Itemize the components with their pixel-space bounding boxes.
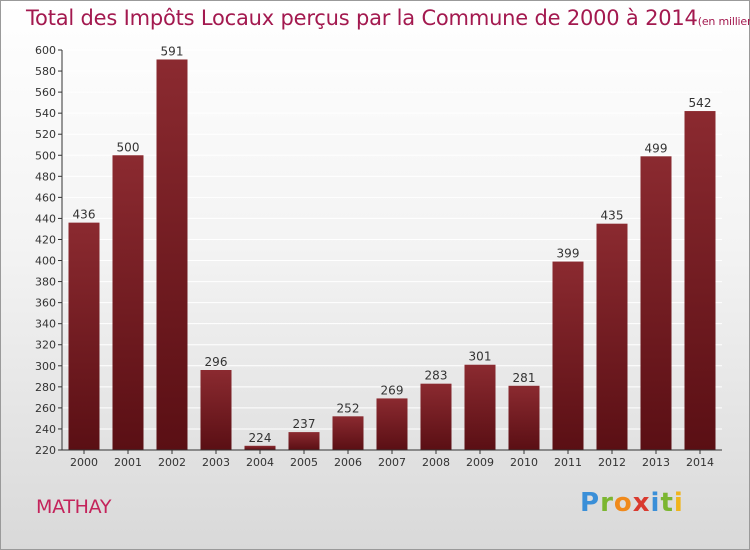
- labels: 220 240 260 280 300 320 340 360 380 400 420 440 460 4…: [35, 44, 714, 469]
- y-tick-label: 260: [35, 402, 56, 415]
- y-tick-label: 300: [35, 360, 56, 373]
- y-tick-label: 420: [35, 233, 56, 246]
- x-tick-label: 2000: [70, 456, 98, 469]
- bar-2011: [552, 261, 584, 450]
- logo-letter: r: [600, 488, 614, 518]
- x-tick-label: 2005: [290, 456, 318, 469]
- x-tick-label: 2001: [114, 456, 142, 469]
- logo-letter: t: [660, 488, 674, 518]
- data-label: 296: [205, 355, 228, 369]
- logo-letter: i: [650, 488, 661, 518]
- logo-letter: P: [580, 488, 601, 518]
- data-label: 435: [601, 209, 624, 223]
- y-tick-label: 220: [35, 444, 56, 457]
- bar-2007: [376, 398, 408, 450]
- y-tick-label: 500: [35, 149, 56, 162]
- bar-2008: [420, 383, 452, 450]
- chart-title-unit: (en milliers d'€): [697, 15, 750, 28]
- proxiti-logo: Proxiti: [580, 488, 684, 518]
- y-tick-label: 240: [35, 423, 56, 436]
- data-label: 301: [469, 350, 492, 364]
- y-tick-label: 580: [35, 65, 56, 78]
- y-tick-label: 480: [35, 170, 56, 183]
- x-tick-label: 2007: [378, 456, 406, 469]
- x-tick-label: 2002: [158, 456, 186, 469]
- data-label: 269: [381, 383, 404, 397]
- bar-2000: [68, 222, 100, 450]
- data-label: 500: [117, 140, 140, 154]
- bar-2014: [684, 111, 716, 450]
- y-tick-label: 600: [35, 44, 56, 57]
- bars: [68, 59, 716, 450]
- data-label: 252: [337, 401, 360, 415]
- bar-2009: [464, 364, 496, 450]
- logo-letter: o: [613, 488, 633, 518]
- bar-2006: [332, 416, 364, 450]
- y-tick-label: 400: [35, 255, 56, 268]
- data-label: 224: [249, 431, 272, 445]
- bar-2005: [288, 432, 320, 450]
- data-label: 591: [161, 44, 184, 58]
- data-label: 499: [645, 141, 668, 155]
- x-tick-label: 2010: [510, 456, 538, 469]
- data-label: 399: [557, 247, 580, 261]
- x-tick-label: 2012: [598, 456, 626, 469]
- bar-2002: [156, 59, 188, 450]
- y-tick-label: 360: [35, 297, 56, 310]
- chart-title: Total des Impôts Locaux perçus par la Co…: [26, 6, 750, 30]
- axes: [58, 49, 722, 454]
- bar-2001: [112, 155, 144, 450]
- commune-name: MATHAY: [36, 496, 112, 518]
- logo-letter: x: [632, 488, 651, 518]
- y-tick-label: 520: [35, 128, 56, 141]
- data-label: 281: [513, 371, 536, 385]
- x-tick-label: 2006: [334, 456, 362, 469]
- bar-2012: [596, 223, 628, 450]
- bar-2010: [508, 385, 540, 450]
- bar-2004: [244, 445, 276, 450]
- y-tick-label: 380: [35, 276, 56, 289]
- y-tick-label: 280: [35, 381, 56, 394]
- chart-title-text: Total des Impôts Locaux perçus par la Co…: [26, 6, 698, 30]
- x-tick-label: 2014: [686, 456, 714, 469]
- bar-2013: [640, 156, 672, 450]
- x-tick-label: 2008: [422, 456, 450, 469]
- x-tick-label: 2003: [202, 456, 230, 469]
- y-tick-label: 540: [35, 107, 56, 120]
- x-tick-label: 2013: [642, 456, 670, 469]
- x-tick-label: 2004: [246, 456, 274, 469]
- y-tick-label: 440: [35, 212, 56, 225]
- x-tick-label: 2011: [554, 456, 582, 469]
- data-label: 237: [293, 417, 316, 431]
- logo-letter: i: [673, 488, 684, 518]
- y-tick-label: 340: [35, 318, 56, 331]
- y-tick-label: 320: [35, 339, 56, 352]
- data-label: 283: [425, 369, 448, 383]
- y-tick-label: 460: [35, 191, 56, 204]
- bar-2003: [200, 370, 232, 450]
- data-label: 436: [73, 208, 96, 222]
- y-tick-label: 560: [35, 86, 56, 99]
- x-tick-label: 2009: [466, 456, 494, 469]
- data-label: 542: [689, 96, 712, 110]
